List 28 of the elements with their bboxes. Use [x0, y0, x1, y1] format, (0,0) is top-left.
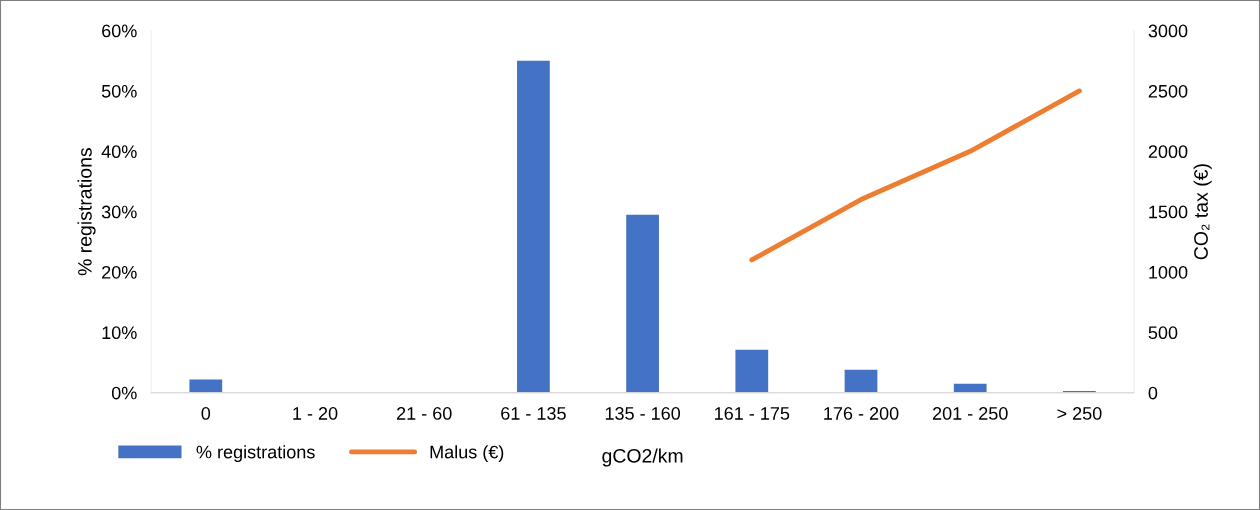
x-tick-label: 161 - 175: [715, 407, 790, 420]
x-tick-label: 135 - 160: [605, 407, 681, 420]
legend-label: Malus (€): [430, 445, 504, 462]
y2-tick-label: 500: [1148, 326, 1178, 340]
y2-axis-title: CO₂ tax (€): [1193, 164, 1212, 260]
x-tick-label: 21 - 60: [397, 407, 452, 420]
y2-tick-label: 3000: [1148, 24, 1188, 38]
y-tick-label: 30%: [101, 205, 137, 219]
x-tick-label: 176 - 200: [824, 407, 899, 420]
x-tick-label: 1 - 20: [293, 407, 338, 420]
y2-tick-label: 2000: [1148, 145, 1188, 159]
y2-tick-label: 2500: [1148, 84, 1188, 98]
x-tick-label: 201 - 250: [932, 407, 1008, 420]
x-tick-label: 0: [201, 407, 211, 420]
y-tick-label: 10%: [102, 326, 137, 340]
y2-tick-label: 0: [1148, 386, 1158, 400]
y-tick-label: 50%: [101, 84, 137, 98]
y-axis-title: % registrations: [77, 148, 96, 276]
y-tick-label: 40%: [101, 145, 137, 159]
y2-tick-label: 1500: [1149, 205, 1188, 219]
x-tick-label: > 250: [1057, 407, 1102, 420]
y-tick-label: 0%: [111, 386, 137, 400]
y-tick-label: 20%: [102, 265, 137, 279]
y-tick-label: 60%: [102, 24, 137, 38]
x-axis-title: gCO2/km: [602, 448, 683, 467]
x-tick-label: 61 - 135: [501, 407, 566, 420]
y2-tick-label: 1000: [1149, 265, 1188, 279]
legend-label: % registrations: [196, 445, 315, 462]
